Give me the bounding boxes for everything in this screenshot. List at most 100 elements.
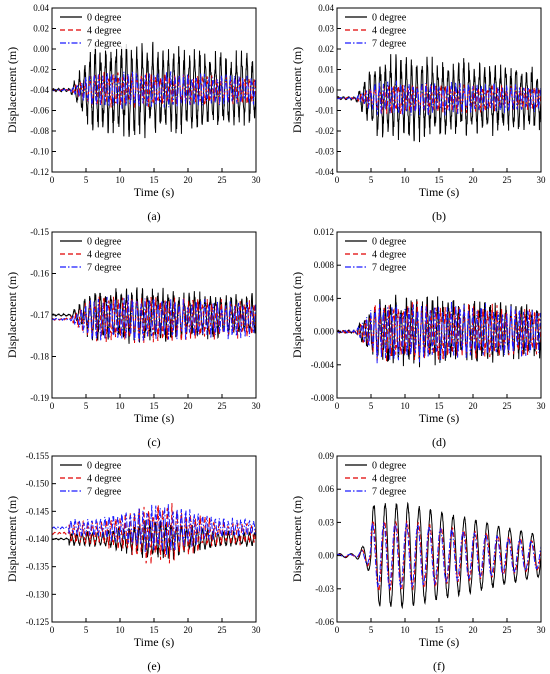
y-tick-label: -0.150	[26, 479, 50, 489]
legend-background	[57, 261, 131, 273]
y-tick-label: 0.01	[318, 65, 334, 75]
legend-label: 7 degree	[87, 487, 122, 498]
y-tick-label: -0.18	[30, 352, 49, 362]
x-axis-label: Time (s)	[134, 411, 175, 425]
y-tick-label: -0.01	[315, 106, 334, 116]
x-axis-label: Time (s)	[134, 635, 175, 649]
legend: 0 degree 4 degree 7 degree	[342, 11, 416, 50]
legend-background	[342, 261, 416, 273]
legend-background	[57, 472, 131, 484]
legend-background	[57, 248, 131, 260]
chart-panel-a: 0 5 10 15 20 25 30 -0.12 -0.10 -0.08 -0.06 -0.04 -0.…	[5, 3, 261, 223]
legend-background	[342, 248, 416, 260]
x-axis-label: Time (s)	[419, 411, 460, 425]
y-tick-label: 0.02	[318, 44, 334, 54]
legend-background	[57, 235, 131, 247]
x-tick-label: 15	[435, 175, 445, 185]
y-tick-label: -0.140	[26, 534, 50, 544]
y-tick-label: -0.15	[30, 227, 49, 237]
y-axis-label: Displacement (m)	[5, 47, 19, 133]
y-tick-label: -0.06	[30, 106, 49, 116]
y-tick-label: -0.008	[311, 393, 335, 403]
x-tick-label: 15	[150, 175, 160, 185]
y-tick-label: -0.19	[30, 393, 49, 403]
y-tick-label: 0.000	[314, 327, 335, 337]
y-tick-label: -0.145	[26, 506, 50, 516]
legend-label: 0 degree	[87, 13, 122, 24]
x-tick-label: 15	[150, 401, 160, 411]
x-tick-label: 0	[50, 401, 55, 411]
x-tick-label: 20	[184, 401, 194, 411]
x-tick-label: 25	[503, 175, 513, 185]
y-tick-label: 0.00	[33, 44, 49, 54]
chart-panel-c: 0 5 10 15 20 25 30 -0.19 -0.18 -0.17 -0.16 -0.15 Tim…	[5, 227, 261, 449]
x-tick-label: 20	[469, 175, 479, 185]
x-tick-label: 0	[50, 625, 55, 635]
x-tick-label: 20	[184, 625, 194, 635]
legend-background	[342, 37, 416, 49]
legend-background	[57, 11, 131, 23]
x-tick-label: 10	[401, 175, 411, 185]
x-tick-label: 20	[469, 625, 479, 635]
x-tick-label: 15	[435, 401, 445, 411]
y-tick-label: -0.03	[315, 147, 334, 157]
series-line-0-degree	[337, 501, 541, 610]
x-tick-label: 0	[335, 175, 340, 185]
legend: 0 degree 4 degree 7 degree	[57, 11, 131, 50]
legend-background	[342, 235, 416, 247]
series-line-7-degree	[337, 522, 541, 589]
x-tick-label: 5	[369, 175, 374, 185]
chart-panel-d: 0 5 10 15 20 25 30 -0.008 -0.004 0.000 0.004 0.008 0…	[290, 227, 546, 449]
legend-label: 0 degree	[87, 237, 122, 248]
legend-label: 0 degree	[87, 461, 122, 472]
legend-label: 7 degree	[372, 263, 407, 274]
x-tick-label: 5	[369, 625, 374, 635]
y-tick-label: -0.12	[30, 167, 49, 177]
legend-label: 4 degree	[372, 26, 407, 37]
legend-label: 4 degree	[372, 250, 407, 261]
series-line-4-degree	[52, 502, 256, 565]
y-tick-label: -0.17	[30, 310, 49, 320]
y-tick-label: 0.004	[314, 293, 335, 303]
legend-background	[342, 485, 416, 497]
x-tick-label: 25	[218, 625, 228, 635]
legend-label: 4 degree	[87, 26, 122, 37]
x-tick-label: 5	[84, 625, 89, 635]
legend-label: 7 degree	[87, 263, 122, 274]
x-axis-label: Time (s)	[419, 185, 460, 199]
y-tick-label: 0.008	[314, 260, 335, 270]
x-tick-label: 20	[184, 175, 194, 185]
series-line-7-degree	[52, 71, 256, 109]
x-tick-label: 10	[116, 175, 126, 185]
y-tick-label: 0.012	[314, 227, 334, 237]
y-tick-label: -0.03	[315, 584, 334, 594]
x-tick-label: 0	[335, 401, 340, 411]
legend-label: 4 degree	[372, 474, 407, 485]
legend-background	[342, 459, 416, 471]
chart-panel-b: 0 5 10 15 20 25 30 -0.04 -0.03 -0.02 -0.01 0.00 0.01…	[290, 3, 546, 223]
y-tick-label: -0.155	[26, 451, 50, 461]
series-line-4-degree	[337, 519, 541, 591]
series-line-7-degree	[337, 80, 541, 116]
y-tick-label: 0.04	[318, 3, 334, 13]
x-tick-label: 30	[537, 625, 547, 635]
x-axis-label: Time (s)	[134, 185, 175, 199]
y-tick-label: -0.02	[30, 65, 49, 75]
legend-label: 0 degree	[372, 237, 407, 248]
series-line-4-degree	[52, 71, 256, 109]
legend-background	[57, 37, 131, 49]
x-tick-label: 10	[401, 401, 411, 411]
y-tick-label: -0.04	[30, 85, 49, 95]
x-axis-label: Time (s)	[419, 635, 460, 649]
y-tick-label: -0.10	[30, 147, 49, 157]
chart-panel-f: 0 5 10 15 20 25 30 -0.06 -0.03 0.00 0.03 0.06 0.09 Ti…	[290, 451, 546, 673]
x-tick-label: 30	[537, 401, 547, 411]
y-tick-label: -0.08	[30, 126, 49, 136]
x-tick-label: 25	[218, 175, 228, 185]
y-axis-label: Displacement (m)	[290, 272, 304, 358]
x-tick-label: 5	[84, 401, 89, 411]
series-line-4-degree	[337, 300, 541, 363]
panel-label: (e)	[147, 659, 160, 673]
y-tick-label: 0.03	[318, 24, 334, 34]
